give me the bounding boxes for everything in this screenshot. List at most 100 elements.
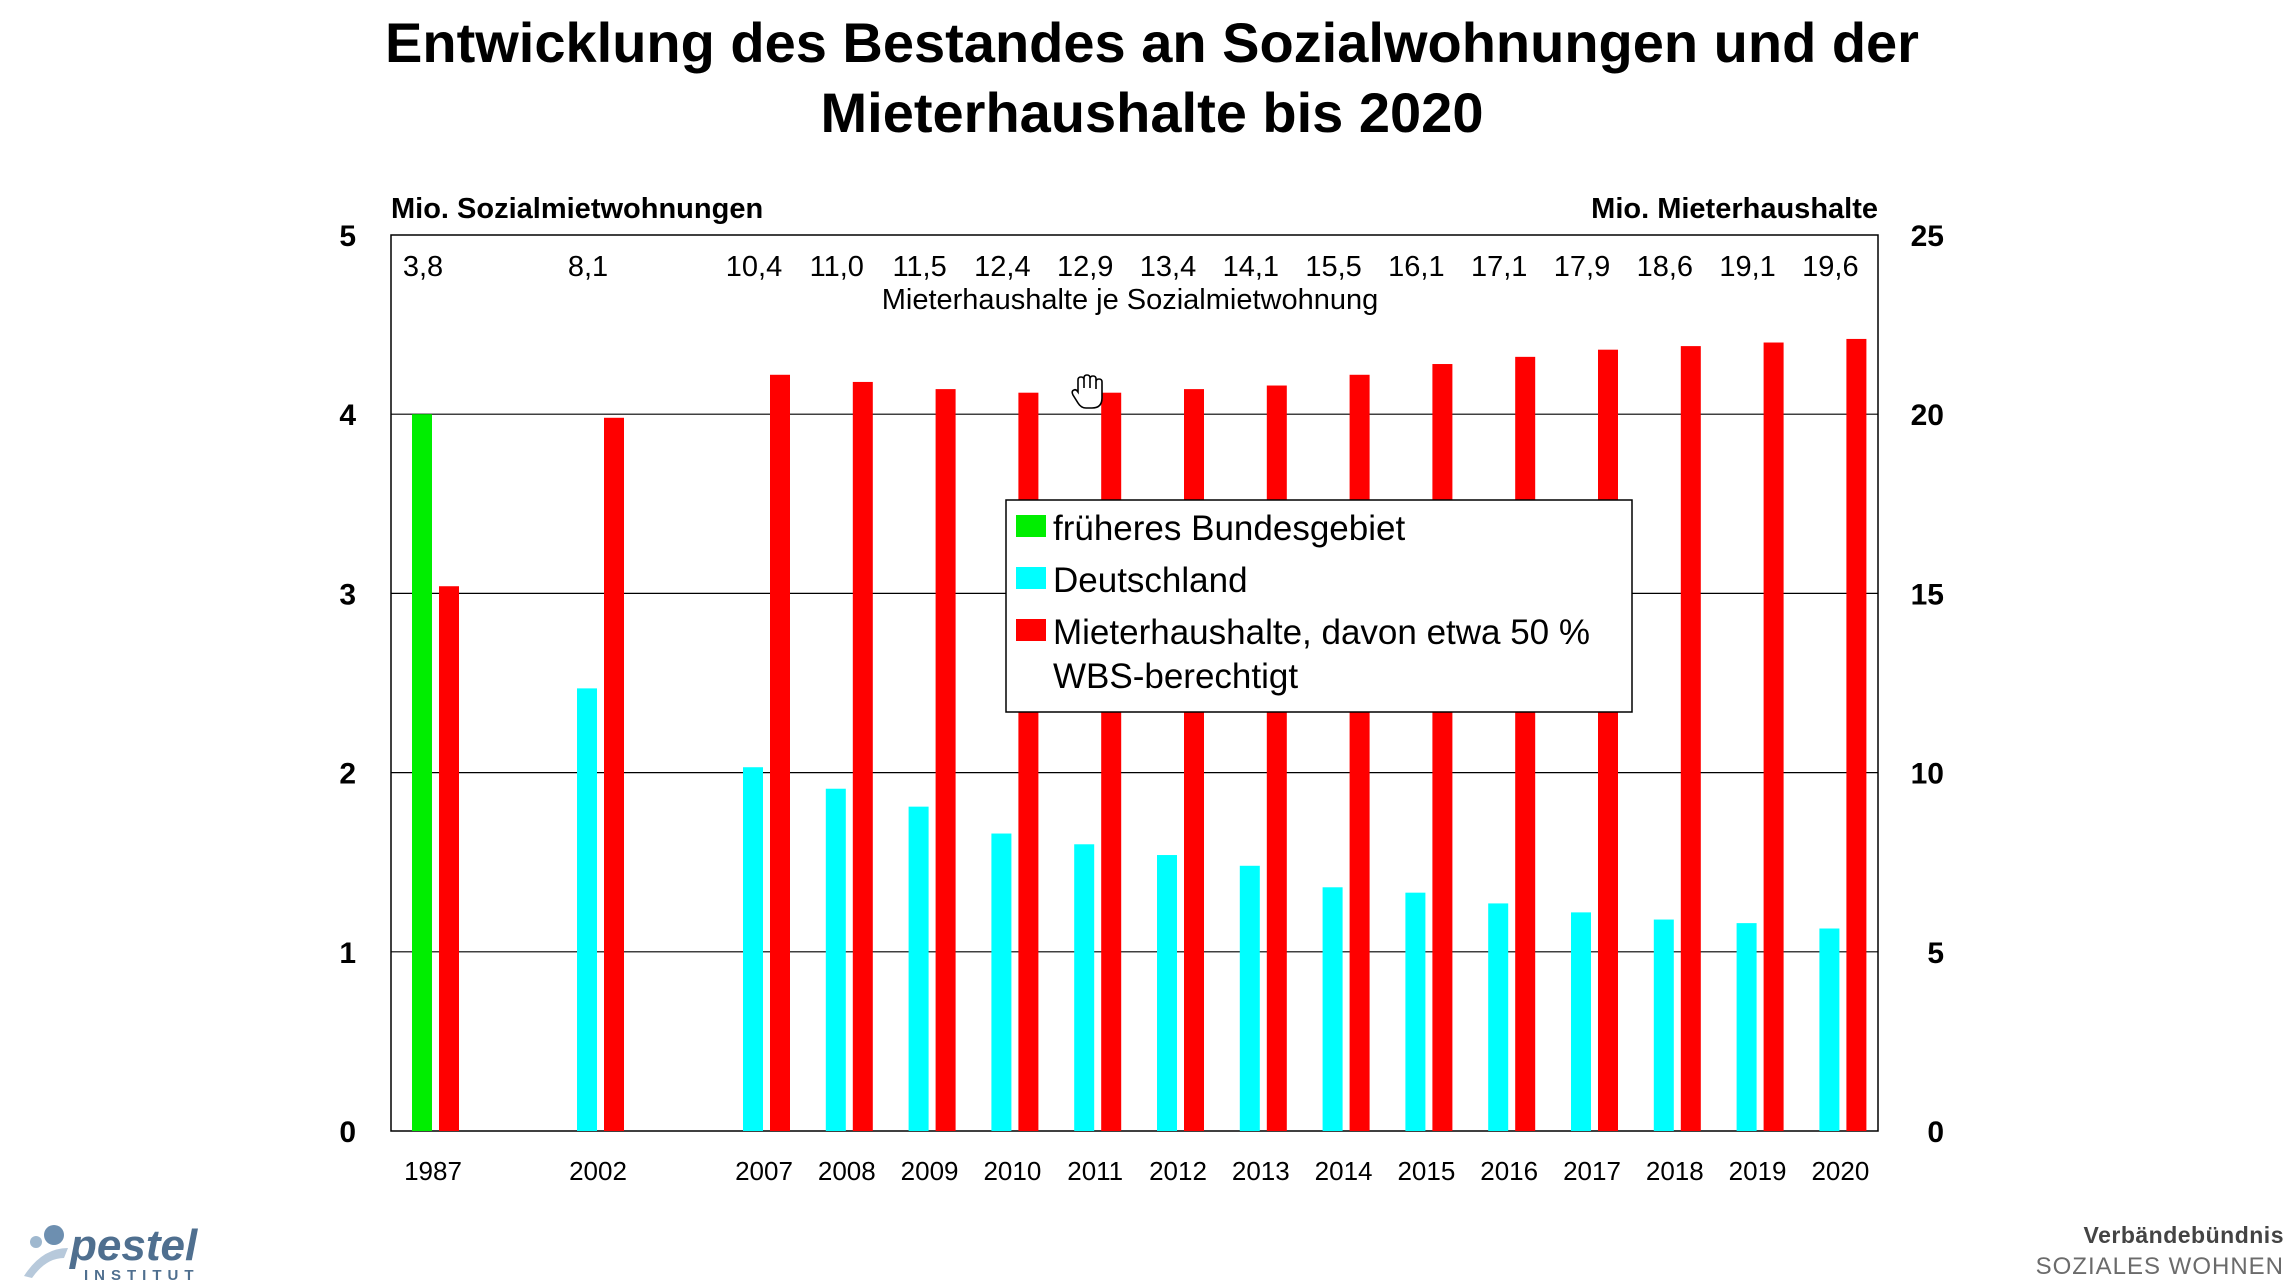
bar-deutschland-2017 [1571, 912, 1591, 1131]
cursor-hand-icon [1071, 374, 1103, 409]
pestel-logo: pestel INSTITUT [24, 1221, 200, 1284]
bar-deutschland-2002 [577, 688, 597, 1131]
x-tick-label: 2014 [1315, 1156, 1373, 1186]
x-tick-label: 2016 [1480, 1156, 1538, 1186]
bar-deutschland-2007 [743, 767, 763, 1131]
ratio-value: 17,9 [1554, 251, 1610, 283]
legend-label-deutschland: Deutschland [1053, 561, 1248, 600]
right-tick-label: 20 [1911, 399, 1944, 432]
ratio-value: 19,1 [1719, 251, 1775, 283]
ratio-value: 14,1 [1223, 251, 1279, 283]
ratio-value: 3,8 [403, 251, 443, 283]
legend-swatch-deutschland [1016, 567, 1046, 589]
right-tick-label: 0 [1927, 1116, 1944, 1149]
ratio-value: 13,4 [1140, 251, 1196, 283]
pestel-logo-dot-large [44, 1225, 64, 1245]
left-axis-ticks: 0 1 2 3 4 5 [339, 220, 356, 1149]
verbaendebuendnis-line1: Verbändebündnis [2083, 1222, 2284, 1248]
left-tick-label: 3 [339, 578, 356, 611]
x-tick-label: 2012 [1149, 1156, 1207, 1186]
ratio-value: 16,1 [1388, 251, 1444, 283]
bar-deutschland-2015 [1405, 892, 1426, 1131]
bar-mieter-2013 [1266, 385, 1287, 1131]
x-tick-label: 2009 [901, 1156, 959, 1186]
ratio-value: 19,6 [1802, 251, 1858, 283]
bar-mieter-2008 [852, 381, 873, 1132]
bar-deutschland-2010 [991, 833, 1012, 1131]
legend-swatch-frueheres [1016, 515, 1046, 537]
legend-label-frueheres: früheres Bundesgebiet [1053, 509, 1405, 548]
legend-box [1005, 499, 1633, 713]
bar-deutschland-2009 [908, 806, 929, 1131]
ratio-row: 3,8 8,1 10,4 11,0 11,5 12,4 12,9 13,4 14,1 15,5 16… [403, 251, 1859, 283]
x-tick-label: 2002 [569, 1156, 627, 1186]
left-tick-label: 5 [339, 220, 356, 253]
ratio-value: 10,4 [726, 251, 782, 283]
bar-mieter-2009 [935, 389, 956, 1131]
bar-deutschland-2011 [1074, 844, 1095, 1131]
pestel-logo-swoosh [24, 1248, 68, 1278]
bar-deutschland-2012 [1157, 855, 1177, 1131]
ratio-value: 12,9 [1057, 251, 1113, 283]
ratio-value: 15,5 [1305, 251, 1361, 283]
right-tick-label: 10 [1911, 758, 1944, 791]
left-tick-label: 1 [339, 937, 356, 970]
pestel-logo-wordmark: pestel [69, 1221, 198, 1270]
left-tick-label: 0 [339, 1116, 356, 1149]
ratio-value: 11,0 [810, 251, 864, 283]
chart-title: Entwicklung des Bestandes an Sozialwohnu… [0, 8, 2284, 148]
x-tick-label: 2008 [818, 1156, 876, 1186]
legend-label-mieter-line1: Mieterhaushalte, davon etwa 50 % [1053, 613, 1590, 652]
ratio-value: 11,5 [892, 251, 946, 283]
bar-mieter-2019 [1763, 342, 1784, 1131]
legend: früheres Bundesgebiet Deutschland Mieter… [1005, 499, 1633, 713]
bar-deutschland-2013 [1239, 865, 1260, 1131]
ratio-label: Mieterhaushalte je Sozialmietwohnung [882, 284, 1379, 316]
left-tick-label: 2 [339, 758, 356, 791]
x-tick-label: 1987 [404, 1156, 462, 1186]
bar-mieter-2015 [1432, 364, 1453, 1131]
bar-deutschland-2014 [1322, 887, 1343, 1131]
x-tick-label: 2019 [1729, 1156, 1787, 1186]
bar-mieter-2017 [1598, 349, 1618, 1131]
x-tick-label: 2013 [1232, 1156, 1290, 1186]
chart-title-line2: Mieterhaushalte bis 2020 [820, 81, 1484, 144]
legend-swatch-mieter [1016, 619, 1046, 641]
bar-deutschland-2020 [1819, 928, 1840, 1131]
bar-mieter-1987 [439, 586, 459, 1131]
right-axis-label: Mio. Mieterhaushalte [1591, 193, 1878, 225]
verbaendebuendnis-line2: SOZIALES WOHNEN [2035, 1253, 2284, 1280]
x-tick-label: 2010 [983, 1156, 1041, 1186]
bar-mieter-2020 [1846, 338, 1867, 1131]
bar-mieter-2002 [604, 417, 624, 1131]
right-tick-label: 5 [1927, 937, 1944, 970]
left-axis-label: Mio. Sozialmietwohnungen [391, 193, 763, 225]
left-tick-label: 4 [339, 399, 356, 432]
bar-deutschland-2018 [1653, 919, 1674, 1131]
x-axis-ticks: 1987 2002 2007 2008 2009 2010 2011 2012 2013 2014… [404, 1156, 1869, 1186]
x-tick-label: 2015 [1397, 1156, 1455, 1186]
bar-deutschland-2019 [1736, 923, 1757, 1131]
bar-deutschland-2008 [825, 788, 846, 1131]
bar-mieter-2014 [1349, 374, 1370, 1131]
chart-title-line1: Entwicklung des Bestandes an Sozialwohnu… [385, 11, 1919, 74]
bar-frueheres-1987 [412, 414, 432, 1131]
right-axis-ticks: 0 5 10 15 20 25 [1911, 220, 1944, 1149]
x-tick-label: 2020 [1811, 1156, 1869, 1186]
legend-label-mieter-line2: WBS-berechtigt [1053, 657, 1298, 696]
ratio-value: 17,1 [1471, 251, 1527, 283]
plot-frame [390, 234, 1879, 1132]
x-tick-label: 2007 [735, 1156, 793, 1186]
ratio-value: 8,1 [568, 251, 608, 283]
verbaendebuendnis-logo: Verbändebündnis SOZIALES WOHNEN [2036, 1222, 2284, 1281]
right-tick-label: 15 [1911, 578, 1944, 611]
pestel-logo-subtitle: INSTITUT [84, 1267, 200, 1284]
pestel-logo-dot-small [30, 1236, 42, 1248]
x-tick-label: 2011 [1067, 1156, 1123, 1186]
ratio-value: 12,4 [974, 251, 1030, 283]
x-tick-label: 2017 [1563, 1156, 1621, 1186]
bar-mieter-2018 [1680, 346, 1701, 1131]
bar-mieter-2016 [1515, 356, 1536, 1132]
bar-mieter-2007 [770, 374, 790, 1131]
